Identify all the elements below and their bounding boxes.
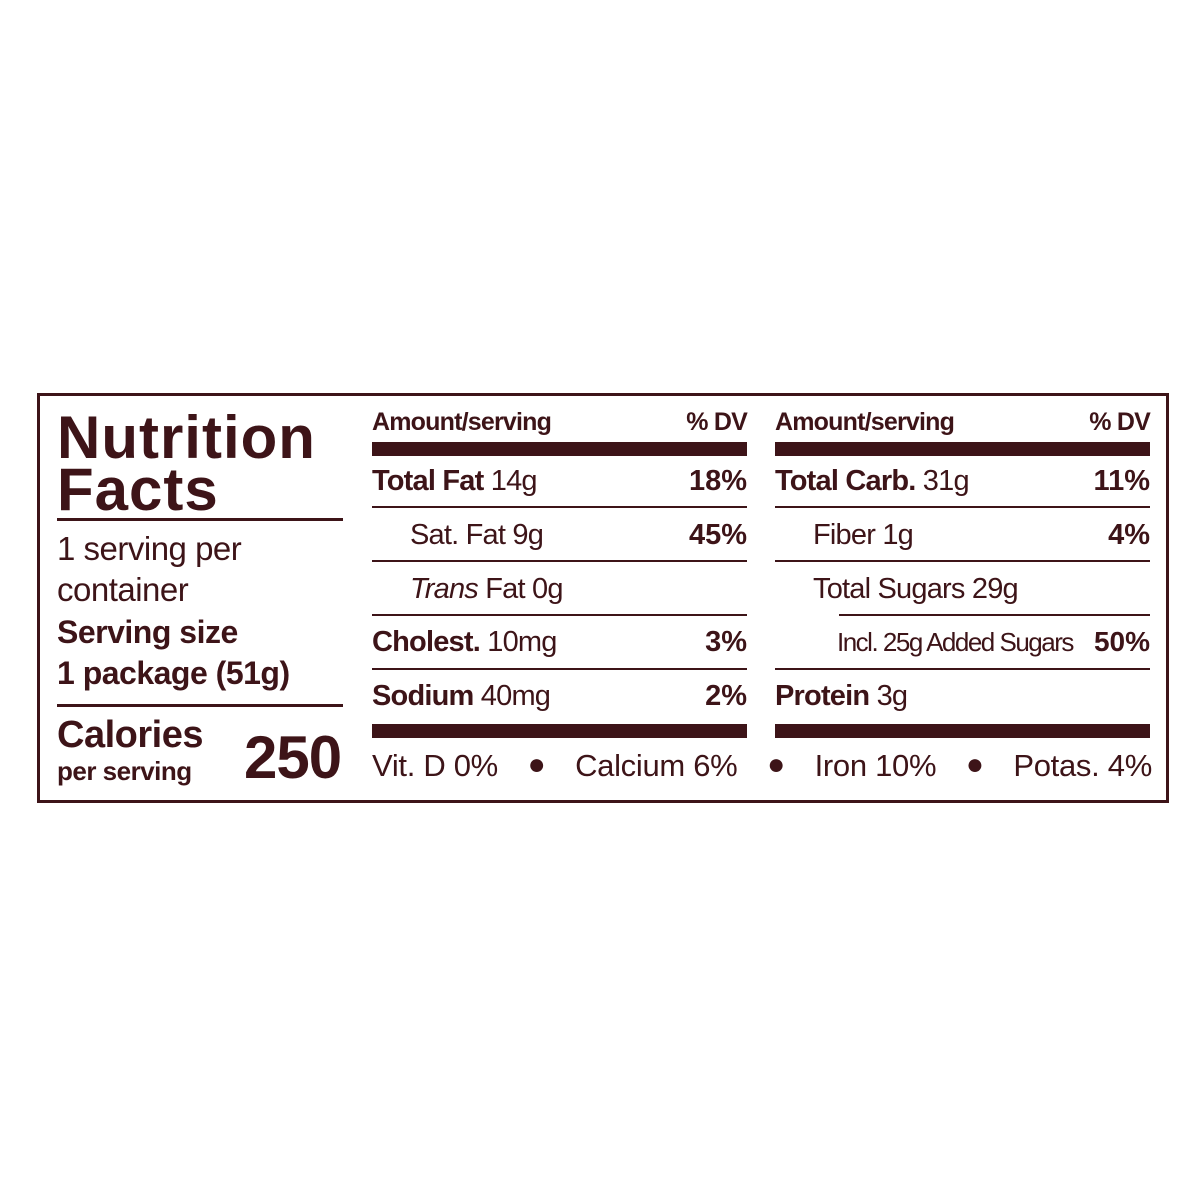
nutrient-row: Sodium 40mg 2% <box>372 679 747 712</box>
dv-header: % DV <box>686 408 748 436</box>
bullet-icon: ● <box>767 748 785 781</box>
nutrient-row: Total Fat 14g 18% <box>372 464 747 497</box>
title-line-2: Facts <box>57 456 219 523</box>
calcium: Calcium 6% <box>575 748 738 783</box>
table-header: Amount/serving % DV <box>775 408 1151 437</box>
thick-bar <box>775 724 1150 738</box>
table-header: Amount/serving % DV <box>372 408 748 437</box>
nutrient-row: Fiber 1g 4% <box>813 518 1150 551</box>
nutrition-label-border <box>37 393 1169 803</box>
nutrient-row: Total Sugars 29g <box>813 572 1019 605</box>
bullet-icon: ● <box>965 748 984 781</box>
nutrient-row: Cholest. 10mg 3% <box>372 625 747 658</box>
nutrient-row: Sat. Fat 9g 45% <box>410 518 747 551</box>
nutrient-row: Total Carb. 31g 11% <box>775 464 1150 497</box>
title-line-1: Nutrition <box>57 404 316 471</box>
potassium: Potas. 4% <box>1013 748 1152 783</box>
calories-label: Calories <box>57 714 203 756</box>
servings-per-container-2: container <box>57 571 189 608</box>
thick-bar <box>372 442 747 456</box>
servings-per-container-1: 1 serving per <box>57 530 242 567</box>
divider <box>57 704 343 707</box>
amount-header: Amount/serving <box>372 408 552 436</box>
nutrient-table-right: Amount/serving % DV Total Carb. 31g 11% Fi… <box>775 400 1151 750</box>
nutrient-row: Incl. 25g Added Sugars 50% <box>837 626 1150 657</box>
serving-size-label: Serving size <box>57 614 238 650</box>
divider <box>57 518 343 521</box>
nutrient-row: Trans Fat 0g <box>410 572 563 605</box>
serving-size-value: 1 package (51g) <box>57 655 290 691</box>
nutrient-table-left: Amount/serving % DV Total Fat 14g 18% Sat.… <box>372 400 748 750</box>
vitamins-minerals: Vit. D 0% ● Calcium 6% ● Iron 10% ● Pota… <box>372 748 1152 784</box>
iron: Iron 10% <box>814 748 937 783</box>
amount-header: Amount/serving <box>775 408 955 436</box>
calories-sublabel: per serving <box>57 756 192 786</box>
thick-bar <box>775 442 1150 456</box>
calories-value: 250 <box>244 724 342 791</box>
bullet-icon: ● <box>527 748 546 781</box>
nutrient-row: Protein 3g <box>775 679 908 712</box>
thick-bar <box>372 724 747 738</box>
vitamin-d: Vit. D 0% <box>372 748 498 783</box>
dv-header: % DV <box>1089 408 1151 436</box>
